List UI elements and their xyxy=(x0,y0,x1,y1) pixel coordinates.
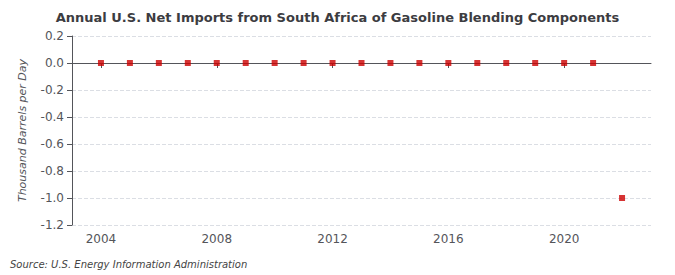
svg-text:0.0: 0.0 xyxy=(45,56,64,70)
svg-text:-0.6: -0.6 xyxy=(41,137,64,151)
svg-text:-1.0: -1.0 xyxy=(41,191,64,205)
svg-text:-0.4: -0.4 xyxy=(41,110,64,124)
svg-text:0.2: 0.2 xyxy=(45,29,64,43)
svg-text:Source: U.S. Energy Informatio: Source: U.S. Energy Information Administ… xyxy=(10,259,247,270)
svg-text:2008: 2008 xyxy=(201,232,232,246)
svg-text:Thousand Barrels per Day: Thousand Barrels per Day xyxy=(16,58,29,202)
svg-text:2012: 2012 xyxy=(317,232,348,246)
svg-text:-0.8: -0.8 xyxy=(41,164,64,178)
svg-text:2004: 2004 xyxy=(86,232,117,246)
svg-text:2020: 2020 xyxy=(549,232,580,246)
svg-text:2016: 2016 xyxy=(433,232,464,246)
svg-text:-1.2: -1.2 xyxy=(41,218,64,232)
svg-text:Annual U.S. Net Imports from S: Annual U.S. Net Imports from South Afric… xyxy=(56,10,620,25)
svg-text:-0.2: -0.2 xyxy=(41,83,64,97)
